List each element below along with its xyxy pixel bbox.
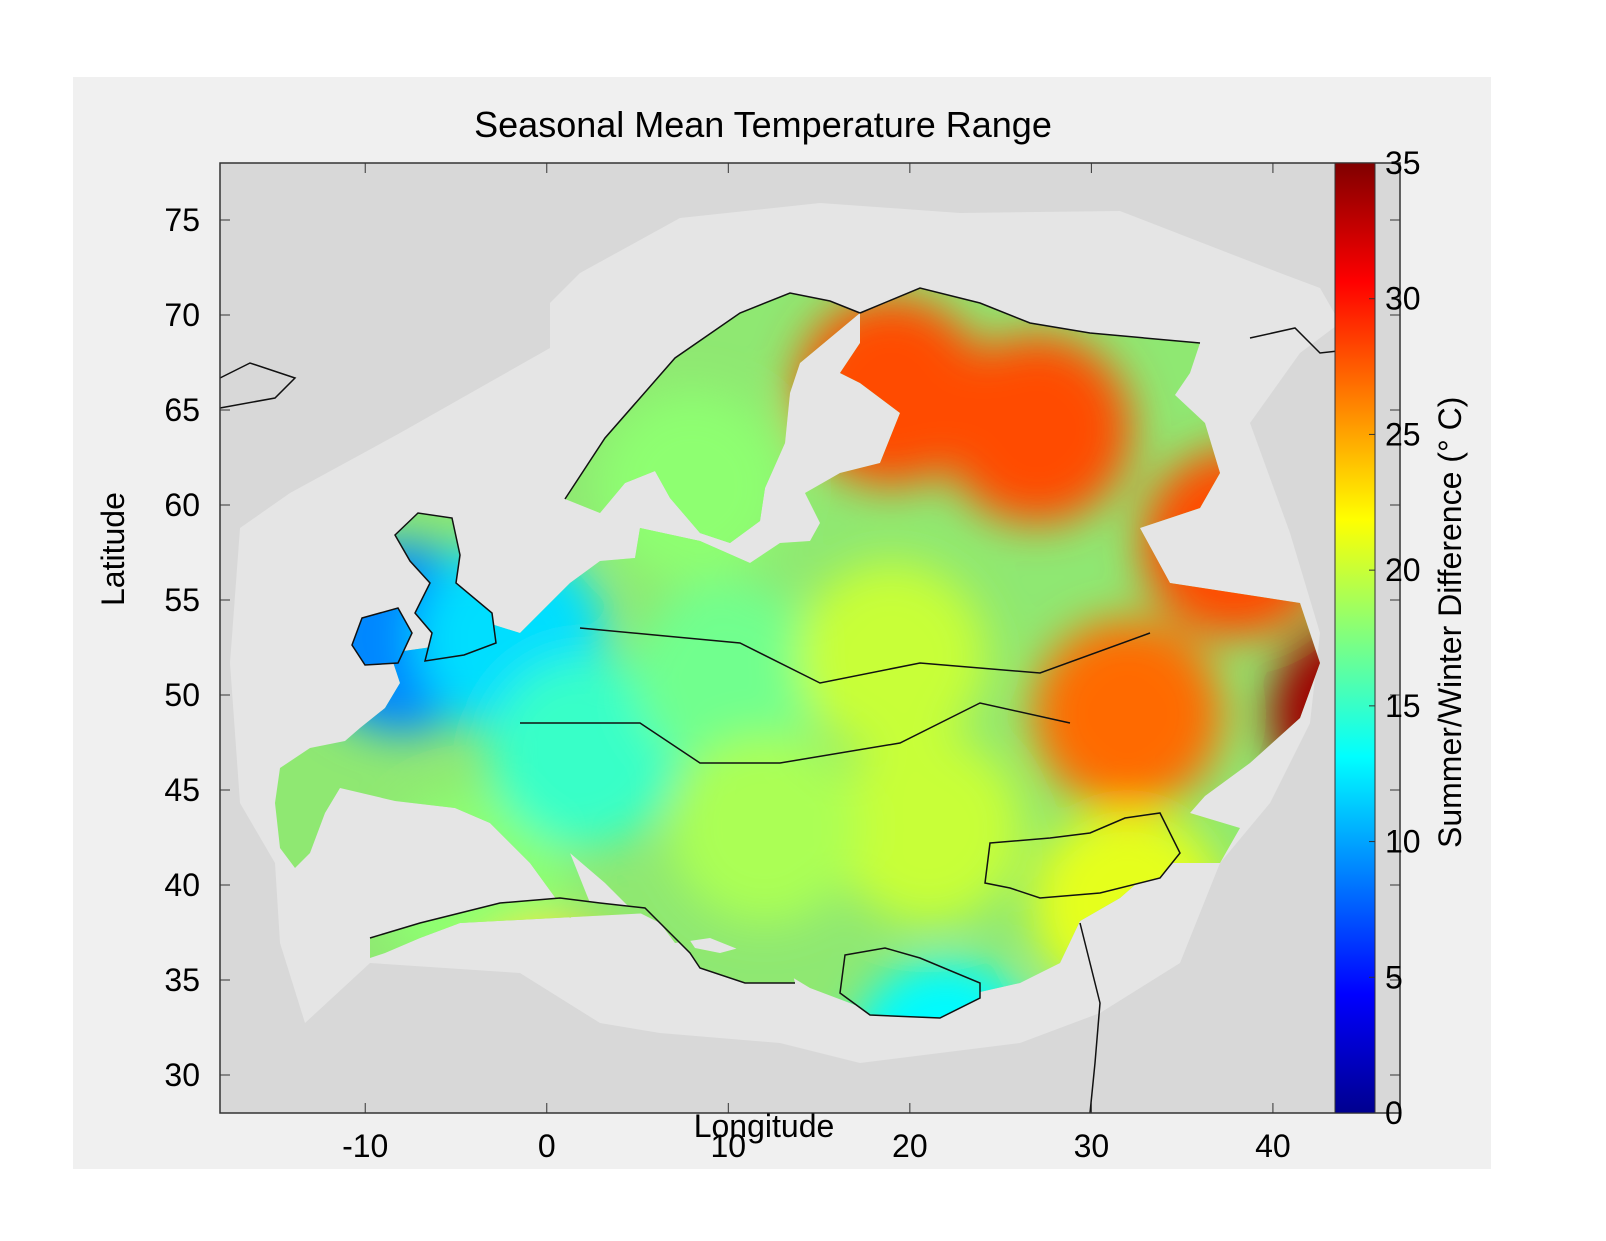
colorbar-tick-label: 10: [1385, 824, 1421, 860]
chart-title: Seasonal Mean Temperature Range: [474, 104, 1052, 145]
x-tick-label: 30: [1074, 1128, 1110, 1164]
heat-region-germany: [633, 581, 824, 771]
colorbar-tick-label: 30: [1385, 281, 1421, 317]
x-tick-label: 10: [711, 1128, 747, 1164]
y-tick-label: 75: [164, 202, 200, 238]
colorbar: 0 5 10 15 20 25 30 35: [1334, 145, 1421, 1131]
x-tick-label: -10: [342, 1128, 388, 1164]
x-axis-label: Longitude: [693, 1108, 835, 1144]
x-tick-label: 0: [538, 1128, 556, 1164]
heat-region-scandinavia-coast: [597, 391, 787, 581]
y-tick-label: 60: [164, 487, 200, 523]
y-tick-label: 35: [164, 962, 200, 998]
heat-region-ukraine: [1032, 619, 1223, 809]
y-tick-label: 40: [164, 867, 200, 903]
colorbar-label: Summer/Winter Difference (° C): [1432, 396, 1468, 848]
heat-region-balkans: [833, 733, 1023, 923]
y-tick-label: 50: [164, 677, 200, 713]
colorbar-tick-label: 5: [1385, 959, 1403, 995]
colorbar-tick-label: 35: [1385, 145, 1421, 181]
colorbar-tick-label: 20: [1385, 552, 1421, 588]
y-tick-label: 65: [164, 392, 200, 428]
colorbar-tick-label: 15: [1385, 688, 1421, 724]
heat-region-italy: [669, 733, 860, 923]
heat-region-poland: [796, 562, 987, 752]
y-tick-label: 55: [164, 582, 200, 618]
y-axis-label: Latitude: [95, 492, 131, 606]
y-tick-label: 30: [164, 1057, 200, 1093]
y-tick-label: 45: [164, 772, 200, 808]
x-tick-label: 40: [1255, 1128, 1291, 1164]
y-tick-label: 70: [164, 297, 200, 333]
x-tick-label: 20: [892, 1128, 928, 1164]
colorbar-tick-label: 0: [1385, 1095, 1403, 1131]
heat-region-finland: [941, 334, 1132, 524]
colorbar-tick-label: 25: [1385, 416, 1421, 452]
heat-region-france: [488, 657, 679, 847]
